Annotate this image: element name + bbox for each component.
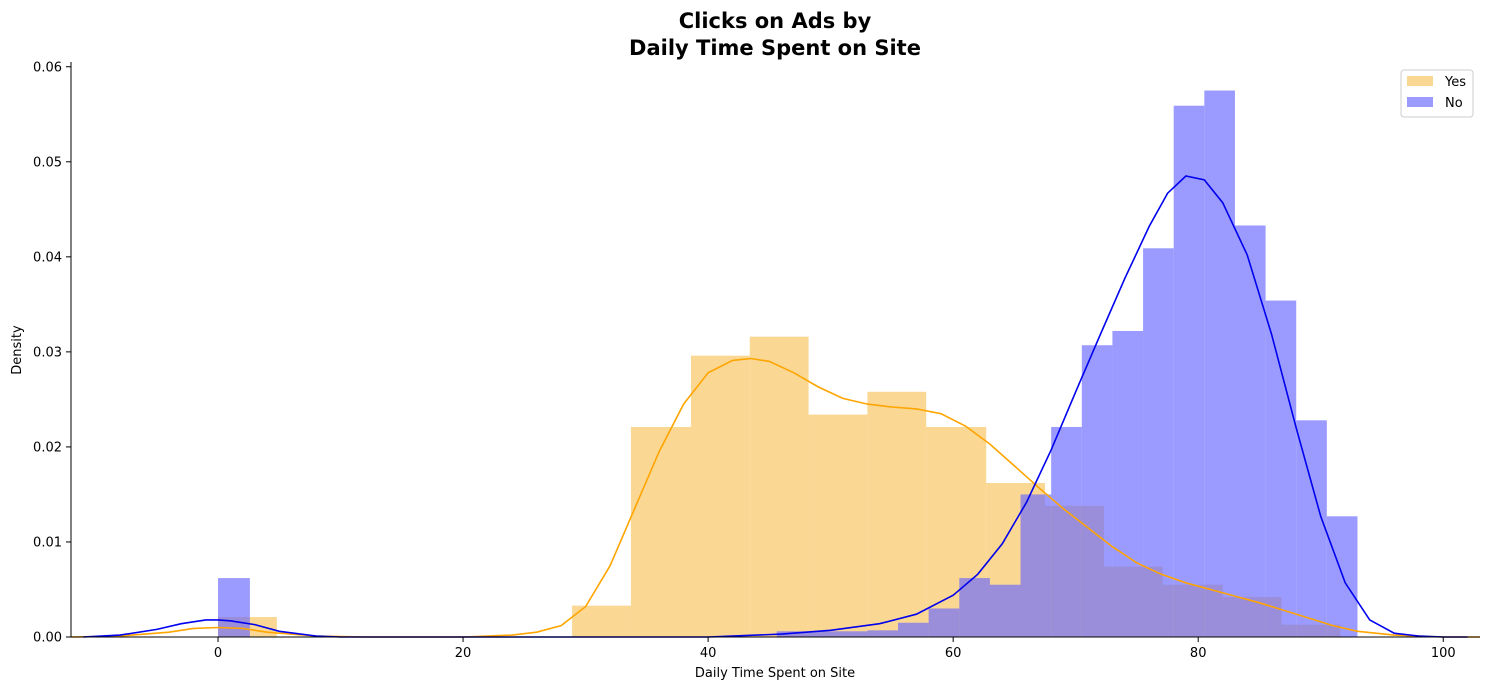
x-axis-label: Daily Time Spent on Site [695,666,855,681]
chart-title-line2: Daily Time Spent on Site [629,36,921,60]
bar-yes-1 [572,605,631,637]
legend-swatch-no [1407,97,1433,107]
bar-no-10 [1112,330,1144,637]
plot-area [70,90,1480,638]
bar-no-4 [928,608,960,637]
legend: Yes No [1400,69,1474,118]
bar-no-15 [1265,300,1297,637]
bar-no-2 [867,630,899,637]
bar-yes-3 [690,355,750,637]
bar-no-16 [1296,420,1327,637]
bar-no-13 [1204,90,1235,638]
bar-no-1 [776,631,868,637]
bar-no-5 [959,578,990,637]
x-tick-label-3: 60 [945,646,962,661]
y-ticks: 0.00 0.01 0.02 0.03 0.04 0.05 0.06 [33,60,71,646]
bars-no [218,90,1358,638]
legend-label-no: No [1445,96,1463,111]
x-tick-label-4: 80 [1190,646,1207,661]
x-ticks: 0 20 40 60 80 100 [214,637,1456,661]
y-tick-label-3: 0.03 [33,345,62,360]
y-tick-label-4: 0.04 [33,250,62,265]
legend-swatch-yes [1407,76,1433,86]
y-axis-label: Density [10,325,25,375]
y-tick-label-5: 0.05 [33,155,62,170]
bar-yes-4 [749,336,809,637]
bar-no-7 [1020,494,1052,637]
kde-line-no [83,175,1468,638]
legend-label-yes: Yes [1444,75,1466,90]
bar-no-9 [1081,345,1113,637]
bar-no-8 [1051,426,1082,637]
bar-no-14 [1234,225,1266,637]
bar-no-6 [989,584,1021,637]
y-tick-label-0: 0.00 [33,631,62,646]
bar-yes-6 [867,391,927,637]
y-tick-label-2: 0.02 [33,440,62,455]
axes: 0 20 40 60 80 100 0.000.010.020.030.040.050.0… [33,60,1480,661]
bar-yes-5 [808,414,868,637]
y-tick-label-6: 0.06 [33,60,62,75]
x-tick-label-5: 100 [1431,646,1456,661]
x-tick-label-2: 40 [700,646,717,661]
bar-yes-2 [630,426,691,637]
chart-title-line1: Clicks on Ads by [679,9,872,33]
y-tick-label-1: 0.01 [33,535,62,550]
bar-no-3 [898,622,929,637]
x-tick-label-1: 20 [455,646,472,661]
bar-no-12 [1173,105,1205,638]
bar-no-11 [1143,248,1174,637]
x-tick-label-0: 0 [214,646,222,661]
